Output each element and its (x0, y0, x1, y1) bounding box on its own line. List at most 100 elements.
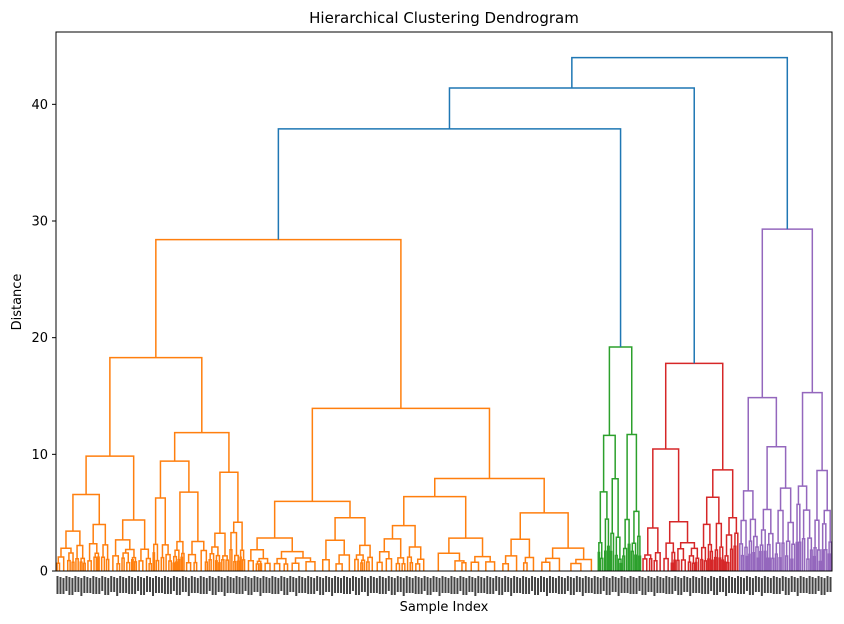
leaf-tick-mark (423, 576, 426, 591)
leaf-tick-mark (396, 576, 399, 592)
leaf-tick-mark (393, 578, 396, 595)
red-cluster-link (668, 521, 689, 544)
leaf-tick-mark (253, 576, 256, 592)
orange-cluster-link (87, 560, 92, 571)
orange-cluster-link (545, 557, 561, 571)
red-cluster-link (694, 561, 698, 571)
purple-cluster-link (779, 487, 792, 523)
red-cluster-link (703, 560, 708, 571)
leaf-tick-mark (528, 578, 531, 594)
orange-cluster-link (273, 500, 351, 538)
leaf-tick-mark (193, 577, 196, 593)
orange-cluster-link (255, 563, 260, 571)
leaf-tick-mark (829, 577, 832, 592)
leaf-tick-mark (325, 576, 328, 592)
orange-cluster-link (510, 538, 531, 558)
leaf-tick-mark (674, 576, 677, 591)
leaf-tick-mark (581, 578, 584, 596)
purple-cluster-link (774, 553, 778, 571)
leaf-tick-mark (790, 576, 793, 592)
leaf-tick-mark (208, 576, 211, 591)
red-cluster-link (664, 362, 724, 470)
green-cluster-link (630, 550, 634, 571)
leaf-tick-mark (274, 577, 277, 594)
purple-cluster-link (801, 537, 806, 571)
leaf-tick-mark (814, 578, 817, 594)
red-cluster-link (707, 558, 710, 571)
orange-cluster-link (56, 562, 61, 571)
leaf-tick-mark (593, 576, 596, 594)
orange-cluster-link (239, 556, 242, 571)
purple-cluster-link (766, 543, 771, 559)
orange-cluster-link (148, 563, 153, 571)
orange-cluster-link (233, 560, 237, 571)
orange-cluster-link (236, 560, 240, 571)
leaf-tick-mark (283, 577, 286, 595)
leaf-tick-mark (483, 578, 486, 593)
leaf-tick-mark (757, 577, 760, 592)
leaf-tick-mark (754, 576, 757, 592)
leaf-tick-mark (710, 576, 713, 591)
green-cluster-link (608, 346, 633, 436)
green-cluster-link (606, 545, 610, 571)
leaf-tick-mark (178, 578, 181, 595)
red-cluster-link (670, 562, 674, 571)
leaf-tick-mark (101, 576, 104, 591)
purple-cluster-link (781, 542, 785, 571)
leaf-tick-mark (811, 577, 814, 594)
orange-cluster-link (219, 471, 239, 534)
leaf-tick-mark (181, 576, 184, 592)
orange-cluster-link (75, 557, 79, 571)
leaf-tick-mark (725, 578, 728, 596)
leaf-tick-mark (432, 576, 435, 592)
leaf-tick-mark (578, 577, 581, 592)
orange-cluster-link (354, 558, 359, 571)
leaf-tick-mark (229, 577, 232, 593)
orange-cluster-link (138, 560, 144, 571)
orange-cluster-link (409, 561, 414, 571)
leaf-tick-mark (375, 578, 378, 593)
purple-cluster-link (816, 469, 828, 521)
red-cluster-link (647, 527, 659, 555)
leaf-tick-mark (716, 578, 719, 595)
leaf-tick-mark (456, 578, 459, 594)
leaf-tick-mark (65, 576, 68, 591)
purple-cluster-link (768, 557, 772, 571)
leaf-tick-mark (620, 576, 623, 593)
leaf-tick-mark (420, 578, 423, 594)
leaf-tick-mark (781, 576, 784, 591)
leaf-tick-mark (477, 576, 480, 593)
red-cluster-link (713, 556, 717, 571)
red-cluster-link (733, 545, 737, 571)
leaf-tick-mark (465, 578, 468, 595)
purple-cluster-link (790, 558, 794, 571)
leaf-tick-mark (584, 576, 587, 593)
leaf-tick-mark (107, 578, 110, 595)
leaf-tick-mark (202, 577, 205, 594)
leaf-tick-mark (411, 578, 414, 593)
leaf-tick-mark (331, 578, 334, 596)
orange-cluster-link (232, 521, 243, 551)
leaf-tick-mark (190, 576, 193, 593)
leaf-tick-mark (334, 576, 337, 593)
leaf-tick-mark (662, 578, 665, 593)
leaf-tick-mark (286, 578, 289, 595)
leaf-tick-mark (441, 576, 444, 593)
leaf-tick-mark (775, 577, 778, 594)
leaf-tick-mark (713, 577, 716, 595)
leaf-tick-mark (89, 578, 92, 593)
leaf-tick-mark (680, 578, 683, 595)
orange-cluster-link (121, 519, 146, 550)
purple-cluster-link (795, 541, 799, 571)
leaf-tick-mark (92, 576, 95, 594)
leaf-tick-mark (169, 578, 172, 594)
orange-cluster-link (234, 554, 239, 562)
leaf-tick-mark (817, 576, 820, 591)
leaf-tick-mark (531, 576, 534, 591)
leaf-tick-mark (537, 578, 540, 595)
leaf-tick-mark (172, 576, 175, 591)
leaf-tick-mark (480, 577, 483, 593)
orange-cluster-link (385, 558, 393, 571)
leaf-tick-mark (340, 578, 343, 593)
leaf-tick-mark (778, 578, 781, 594)
